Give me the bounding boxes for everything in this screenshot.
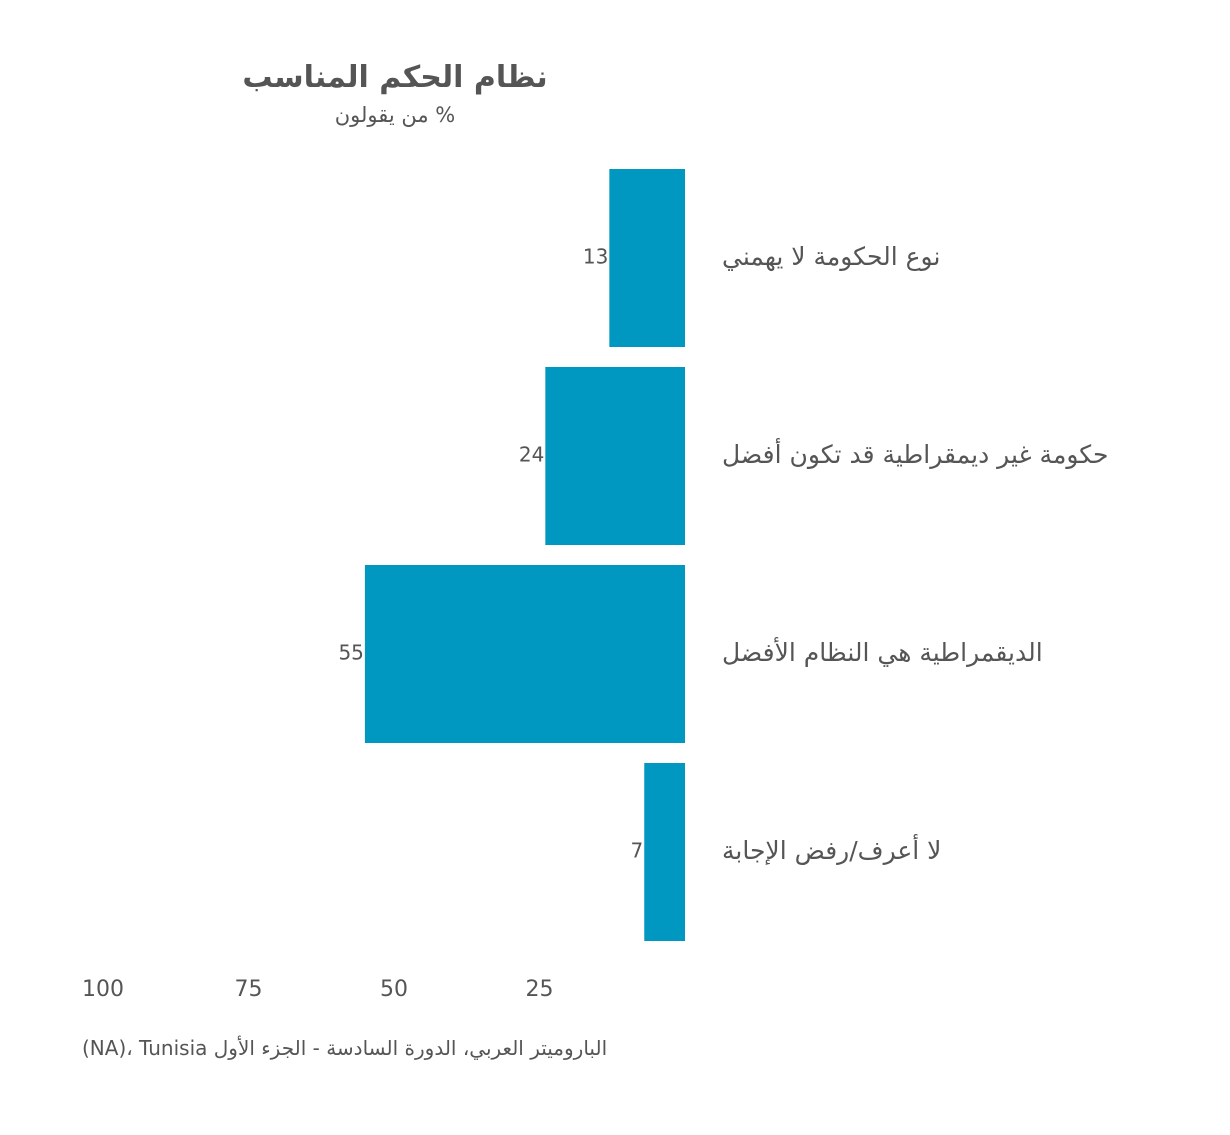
bar-2 bbox=[364, 565, 685, 743]
x-tick-label-1: 75 bbox=[235, 977, 263, 1002]
bar-value-label-2: 55 bbox=[338, 641, 363, 665]
chart-title: نظام الحكم المناسب bbox=[242, 60, 548, 95]
category-label-3: لا أعرف/رفض الإجابة bbox=[722, 833, 941, 865]
bar-3 bbox=[644, 763, 685, 941]
bar-value-label-1: 24 bbox=[519, 443, 544, 467]
x-tick-label-2: 50 bbox=[380, 977, 408, 1002]
bar-value-label-0: 13 bbox=[583, 245, 608, 269]
category-label-1: حكومة غير ديمقراطية قد تكون أفضل bbox=[722, 437, 1109, 469]
x-tick-label-0: 100 bbox=[82, 977, 124, 1002]
chart-source: (NA)، Tunisia الباروميتر العربي، الدورة … bbox=[82, 1036, 608, 1060]
bar-1 bbox=[545, 367, 685, 545]
category-label-2: الديقمراطية هي النظام الأفضل bbox=[722, 636, 1043, 667]
x-tick-label-3: 25 bbox=[526, 977, 554, 1002]
bar-value-label-3: 7 bbox=[631, 839, 644, 863]
chart-subtitle: % من يقولون bbox=[334, 103, 456, 127]
bar-0 bbox=[609, 169, 685, 347]
category-label-0: نوع الحكومة لا يهمني bbox=[722, 242, 940, 272]
